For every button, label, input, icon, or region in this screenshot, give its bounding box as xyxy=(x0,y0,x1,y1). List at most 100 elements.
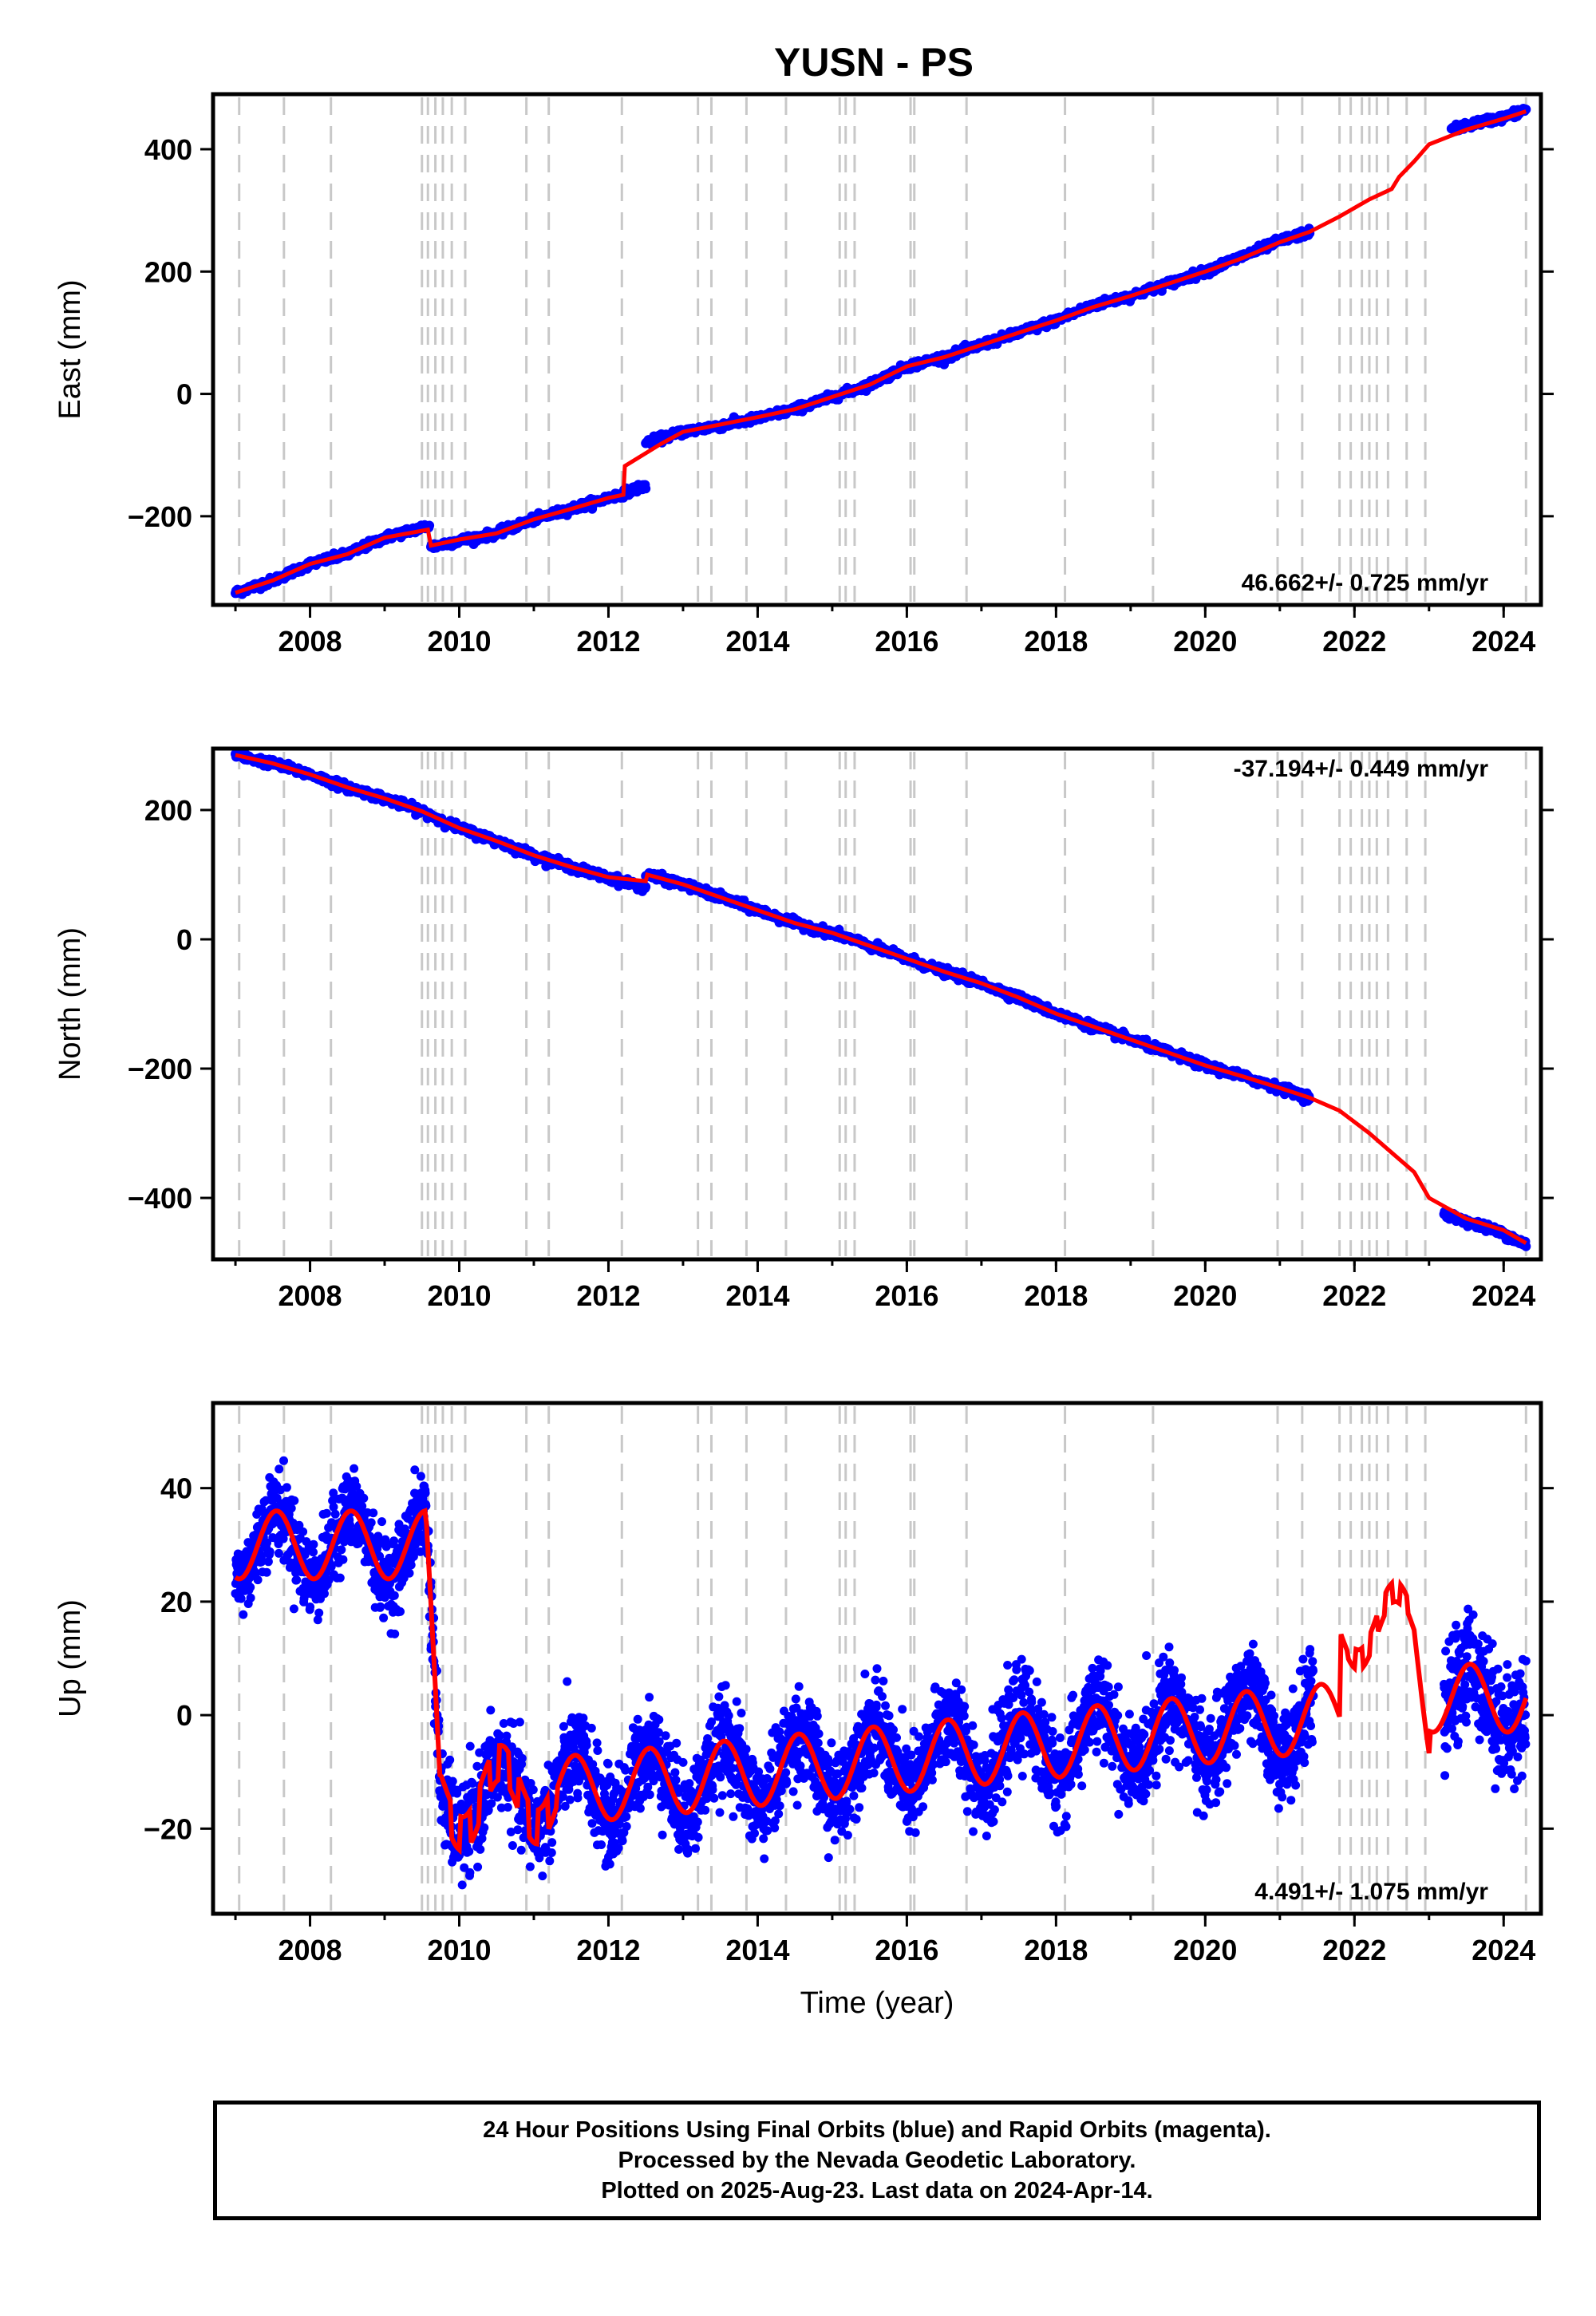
data-point xyxy=(475,1748,484,1757)
data-point xyxy=(597,1840,606,1849)
data-point xyxy=(329,1502,338,1512)
data-point xyxy=(506,1828,516,1836)
data-point xyxy=(445,1755,455,1765)
data-point xyxy=(274,1548,283,1558)
data-point xyxy=(338,1555,348,1564)
data-point xyxy=(376,1602,385,1611)
data-point xyxy=(421,1501,431,1511)
data-point xyxy=(335,1573,345,1583)
x-tick-label: 2016 xyxy=(875,1279,938,1312)
data-point xyxy=(528,1785,538,1795)
data-point xyxy=(239,1610,248,1619)
data-point xyxy=(263,1538,272,1547)
data-point xyxy=(389,1591,399,1600)
data-point xyxy=(480,1823,489,1832)
data-point xyxy=(381,1535,390,1544)
data-point xyxy=(448,1777,457,1786)
data-point xyxy=(492,1792,502,1802)
y-tick-label: −200 xyxy=(128,500,192,533)
x-tick-label: 2020 xyxy=(1173,625,1237,658)
data-point xyxy=(605,1860,614,1869)
data-point xyxy=(507,1742,516,1752)
data-point xyxy=(588,1760,598,1769)
axes: 2008 2010 2012 2014 2016 2018 2020 2022 2024−400… xyxy=(128,794,1554,1312)
data-point xyxy=(358,1501,367,1511)
x-tick-label: 2024 xyxy=(1472,1279,1535,1312)
data-point xyxy=(251,1568,261,1578)
data-point xyxy=(559,1721,568,1731)
data-point xyxy=(282,1483,291,1492)
data-point xyxy=(621,1765,630,1775)
data-point xyxy=(263,1557,273,1567)
data-point xyxy=(359,1493,369,1503)
data-point xyxy=(416,1547,425,1556)
data-point xyxy=(641,484,651,494)
y-tick-label: 200 xyxy=(144,255,192,288)
data-point xyxy=(292,1575,302,1585)
data-point xyxy=(309,1547,318,1557)
data-point xyxy=(352,1482,361,1491)
data-point xyxy=(406,1560,416,1570)
data-point xyxy=(416,1472,425,1481)
data-point xyxy=(275,1464,284,1474)
data-point xyxy=(503,1803,512,1812)
y-tick-label: 0 xyxy=(176,923,192,956)
series-model-line xyxy=(235,109,1527,595)
data-point xyxy=(246,1593,255,1603)
x-tick-label: 2008 xyxy=(278,625,342,658)
data-point xyxy=(573,1793,583,1803)
data-point xyxy=(346,1520,354,1530)
data-point xyxy=(350,1464,359,1473)
series-group xyxy=(231,749,1531,1251)
data-point xyxy=(622,1822,631,1831)
axes: 2008 2010 2012 2014 2016 2018 2020 2022 2024−200… xyxy=(128,133,1554,658)
data-point xyxy=(373,1531,383,1541)
data-point xyxy=(465,1867,475,1877)
panel-north: 2008 2010 2012 2014 2016 2018 2020 2022 2024−400… xyxy=(53,746,1554,1312)
x-tick-label: 2014 xyxy=(725,625,789,658)
data-point xyxy=(558,1792,567,1801)
data-point xyxy=(265,1547,275,1556)
data-point xyxy=(641,882,651,892)
data-point xyxy=(377,1517,386,1527)
y-tick-label: −400 xyxy=(128,1182,192,1215)
data-point xyxy=(508,1841,517,1850)
series-model-line xyxy=(235,753,1527,1245)
plot-frame xyxy=(211,746,1543,1262)
data-point xyxy=(314,1608,324,1618)
y-tick-label: −200 xyxy=(128,1053,192,1085)
data-point xyxy=(405,1568,414,1578)
data-point xyxy=(330,1509,340,1519)
data-point xyxy=(261,1496,271,1505)
series-group xyxy=(231,1456,1531,1890)
data-point xyxy=(309,1539,318,1549)
data-point xyxy=(313,1615,322,1625)
data-point xyxy=(457,1880,467,1890)
data-point xyxy=(464,1847,474,1856)
data-point xyxy=(486,1705,496,1715)
data-point xyxy=(592,1738,602,1748)
data-point xyxy=(286,1504,296,1513)
data-point xyxy=(547,1838,557,1848)
data-point xyxy=(502,1731,512,1741)
data-point xyxy=(306,1603,315,1611)
data-point xyxy=(379,1613,389,1622)
data-point xyxy=(298,1527,308,1536)
data-point xyxy=(565,1795,575,1804)
data-point xyxy=(257,1557,267,1567)
data-point xyxy=(614,1844,623,1853)
data-point xyxy=(517,1753,527,1763)
data-point xyxy=(587,1819,597,1828)
data-point xyxy=(279,1534,288,1543)
x-tick-label: 2010 xyxy=(427,1279,491,1312)
data-point xyxy=(587,1723,596,1733)
data-point xyxy=(262,1567,271,1577)
data-point xyxy=(236,1594,246,1603)
panel-east: 2008 2010 2012 2014 2016 2018 2020 2022 2024−200… xyxy=(53,92,1554,658)
data-point xyxy=(465,1741,475,1751)
data-point xyxy=(337,1545,346,1555)
data-point xyxy=(579,1748,589,1757)
chart-title: YUSN - PS xyxy=(774,40,974,85)
data-point xyxy=(410,1465,420,1475)
data-point xyxy=(525,1862,535,1871)
